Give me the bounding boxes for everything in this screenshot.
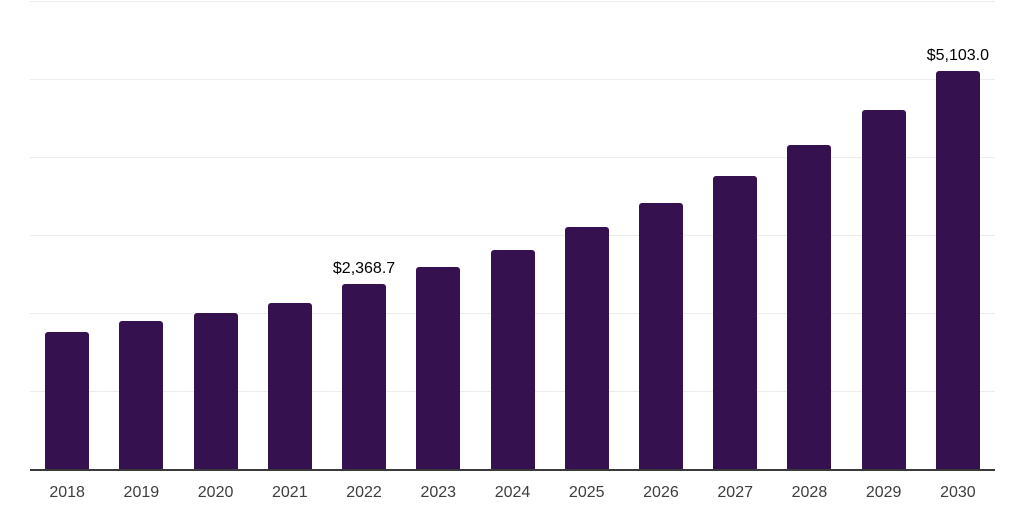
- bar-2029[interactable]: [862, 110, 906, 469]
- x-axis-label-2029: 2029: [865, 484, 902, 501]
- bar-2030[interactable]: [936, 71, 980, 469]
- plot-area: $2,368.7 $5,103.0: [30, 1, 995, 471]
- x-axis-label-2019: 2019: [123, 484, 160, 501]
- x-axis-label-2025: 2025: [568, 484, 605, 501]
- gridline: [30, 79, 995, 80]
- bar-2020[interactable]: [194, 313, 238, 469]
- bar-2025[interactable]: [565, 227, 609, 469]
- x-axis-label-2026: 2026: [643, 484, 679, 501]
- x-axis-label-2018: 2018: [49, 484, 85, 501]
- x-axis-label-2022: 2022: [346, 484, 382, 501]
- bar-2021[interactable]: [268, 303, 312, 469]
- x-axis-label-2020: 2020: [197, 484, 234, 501]
- bar-2022[interactable]: [342, 284, 386, 469]
- bar-2026[interactable]: [639, 203, 683, 469]
- bar-2023[interactable]: [416, 267, 460, 469]
- bar-2019[interactable]: [119, 321, 163, 469]
- x-axis-label-2024: 2024: [494, 484, 531, 501]
- bar-2027[interactable]: [713, 176, 757, 469]
- x-axis-label-2023: 2023: [420, 484, 457, 501]
- gridline: [30, 235, 995, 236]
- bar-2018[interactable]: [45, 332, 89, 469]
- bar-value-label-2030: $5,103.0: [926, 47, 990, 64]
- x-axis-label-2030: 2030: [940, 484, 976, 501]
- gridline: [30, 1, 995, 2]
- x-axis-label-2028: 2028: [791, 484, 828, 501]
- gridline: [30, 157, 995, 158]
- x-axis-label-2021: 2021: [272, 484, 308, 501]
- bar-2028[interactable]: [787, 145, 831, 469]
- bar-value-label-2022: $2,368.7: [332, 260, 396, 277]
- x-axis-label-2027: 2027: [717, 484, 753, 501]
- bar-2024[interactable]: [491, 250, 535, 469]
